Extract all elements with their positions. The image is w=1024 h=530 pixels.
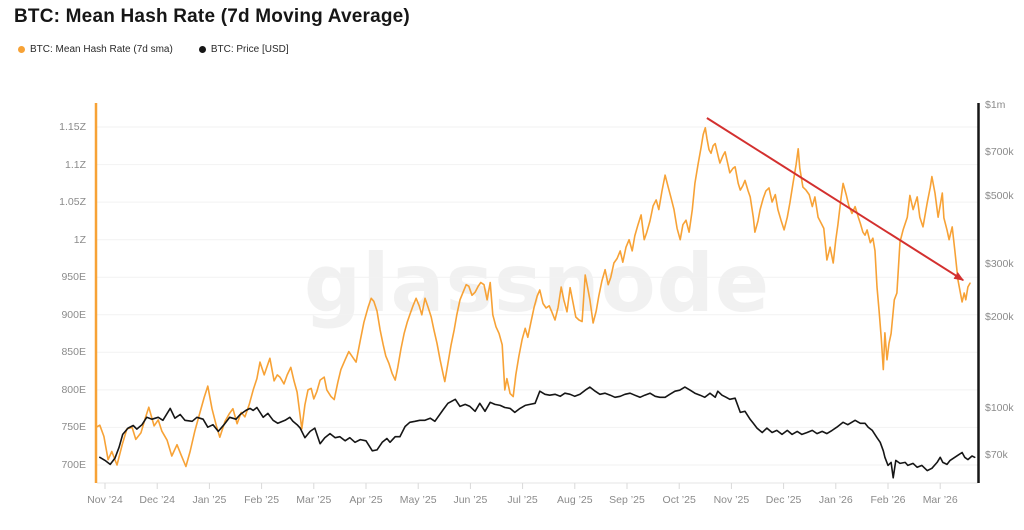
x-axis-tick-label: Dec ’25: [765, 494, 802, 506]
left-axis-tick-label: 750E: [61, 421, 86, 434]
series-hash-rate-line: [96, 127, 971, 468]
right-axis-tick-label: $70k: [985, 449, 1008, 462]
left-axis-tick-label: 1Z: [73, 233, 86, 246]
left-axis-tick-label: 1.15Z: [59, 121, 86, 134]
x-axis-tick-label: May ’25: [399, 494, 437, 506]
right-axis-tick-label: $500k: [985, 190, 1014, 203]
legend-dot-hash-rate: [18, 46, 25, 53]
glassnode-watermark: glassnode: [303, 237, 771, 330]
x-axis-tick-label: Jan ’25: [192, 494, 227, 506]
downtrend-arrow: [706, 117, 965, 282]
x-axis-tick-label: Mar ’25: [296, 494, 332, 506]
legend-label-hash-rate: BTC: Mean Hash Rate (7d sma): [30, 44, 173, 55]
legend-item-hash-rate[interactable]: BTC: Mean Hash Rate (7d sma): [18, 44, 173, 55]
left-axis-tick-label: 800E: [61, 383, 86, 396]
right-axis-tick-label: $300k: [985, 257, 1014, 270]
x-axis-tick-label: Dec ’24: [139, 494, 175, 506]
x-axis-tick-label: Nov ’24: [87, 494, 123, 506]
left-axis-tick-label: 950E: [61, 271, 86, 284]
x-axis-tick-label: Aug ’25: [556, 494, 593, 506]
x-axis-tick-label: Apr ’25: [349, 494, 383, 506]
left-axis-tick-label: 900E: [61, 308, 86, 321]
left-axis-tick-label: 1.05Z: [59, 196, 86, 209]
series-price-line: [99, 386, 976, 479]
legend-item-price[interactable]: BTC: Price [USD]: [198, 44, 289, 55]
legend-dot-price: [198, 46, 206, 53]
left-axis-tick-label: 700E: [61, 458, 86, 471]
x-axis-tick-label: Feb ’25: [244, 494, 280, 506]
x-axis-tick-label: Jan ’26: [818, 494, 853, 506]
right-axis-tick-label: $700k: [985, 145, 1014, 158]
x-axis-tick-label: Mar ’26: [922, 494, 958, 506]
x-axis-tick-label: Sep ’25: [609, 494, 645, 506]
chart-legend: BTC: Mean Hash Rate (7d sma) BTC: Price …: [18, 44, 289, 55]
left-axis-tick-label: 850E: [61, 346, 86, 359]
left-axis-tick-label: 1.1Z: [64, 158, 86, 171]
x-axis-tick-label: Feb ’26: [870, 494, 906, 506]
legend-label-price: BTC: Price [USD]: [210, 44, 289, 55]
x-axis-tick-label: Jul ’25: [507, 494, 538, 506]
right-axis-tick-label: $100k: [985, 402, 1014, 415]
x-axis-tick-label: Nov ’25: [713, 494, 750, 506]
right-axis-tick-label: $200k: [985, 310, 1014, 323]
x-axis-tick-label: Oct ’25: [662, 494, 696, 506]
x-axis-tick-label: Jun ’25: [453, 494, 488, 506]
page-title: BTC: Mean Hash Rate (7d Moving Average): [14, 6, 410, 27]
right-axis-tick-label: $1m: [985, 98, 1006, 111]
